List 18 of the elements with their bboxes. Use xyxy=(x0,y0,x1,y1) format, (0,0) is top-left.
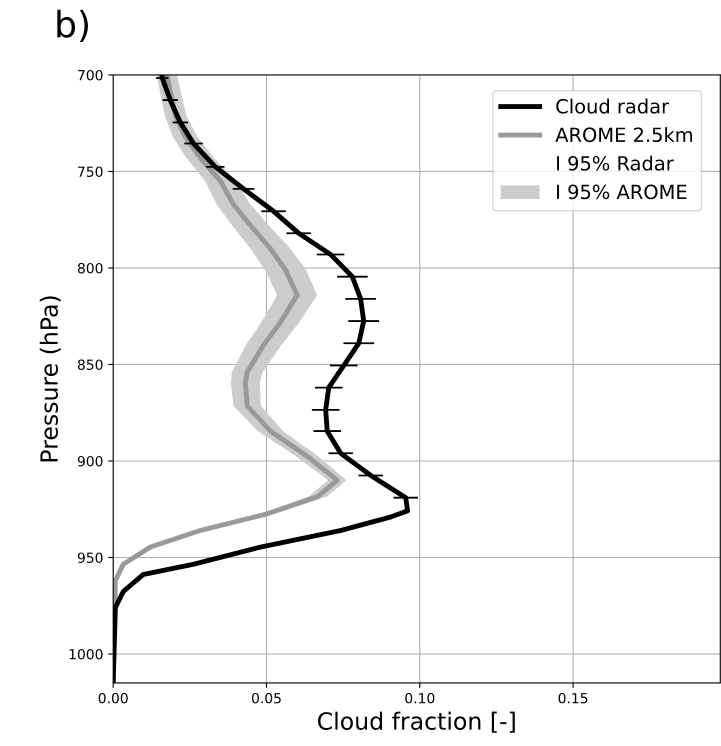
y-axis-title: Pressure (hPa) xyxy=(40,296,61,462)
y-tick-label: 850 xyxy=(78,359,103,370)
y-tick-label: 950 xyxy=(78,552,103,563)
y-tick-label: 700 xyxy=(78,70,103,80)
y-tick-label: 900 xyxy=(78,456,103,466)
legend-label: I 95% AROME xyxy=(557,184,686,200)
x-tick-label: 0.15 xyxy=(558,692,588,704)
x-axis-title: Cloud fraction [-] xyxy=(318,712,515,733)
y-tick-label: 800 xyxy=(78,262,103,274)
legend-label: Cloud radar xyxy=(556,98,670,114)
x-tick-label: 0.05 xyxy=(252,692,281,704)
text: I 95% Radar xyxy=(557,156,674,171)
legend-label: AROME 2.5km xyxy=(555,127,692,142)
chart-title: b) xyxy=(57,10,88,42)
x-tick-label: 0.10 xyxy=(405,692,434,704)
y-tick-label: 750 xyxy=(78,166,103,177)
y-tick-label: 1000 xyxy=(70,648,103,660)
x-tick-label: 0.00 xyxy=(98,692,128,704)
